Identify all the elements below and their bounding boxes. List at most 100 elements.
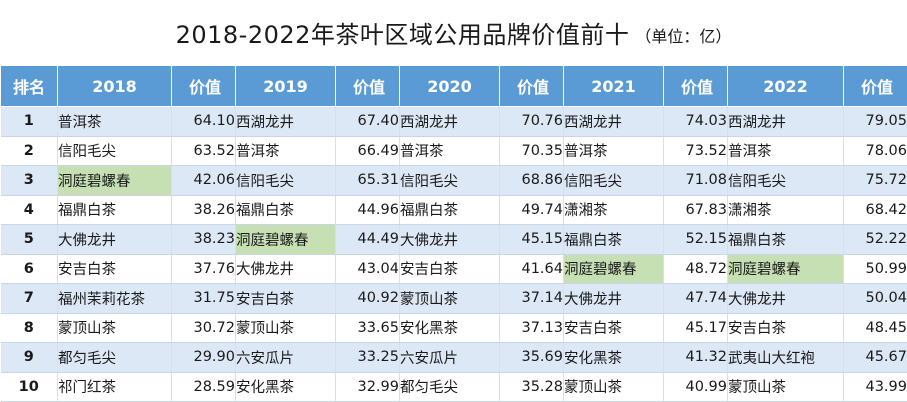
value-cell: 40.92 [336,284,400,314]
brand-cell: 大佛龙井 [564,284,664,314]
value-cell: 40.99 [664,372,728,402]
value-cell: 44.49 [336,225,400,255]
value-cell: 29.90 [172,343,236,373]
brand-cell: 大佛龙井 [728,284,844,314]
header-row: 排名 2018 价值 2019 价值 2020 价值 2021 价值 2022 … [1,66,907,107]
value-cell: 35.28 [500,372,564,402]
value-cell: 48.45 [844,313,907,343]
brand-cell: 福鼎白茶 [58,195,172,225]
value-cell: 49.74 [500,195,564,225]
brand-cell: 信阳毛尖 [400,166,500,196]
brand-cell: 普洱茶 [236,136,336,166]
value-cell: 30.72 [172,313,236,343]
brand-cell: 安吉白茶 [728,313,844,343]
value-cell: 43.04 [336,254,400,284]
brand-cell: 洞庭碧螺春 [728,254,844,284]
value-cell: 70.35 [500,136,564,166]
title-bar: 2018-2022年茶叶区域公用品牌价值前十 （单位：亿） [0,0,907,65]
value-cell: 47.74 [664,284,728,314]
value-cell: 37.13 [500,313,564,343]
header-rank: 排名 [1,66,58,107]
brand-cell: 都匀毛尖 [58,343,172,373]
rank-cell: 3 [1,166,58,196]
value-cell: 67.83 [664,195,728,225]
value-cell: 67.40 [336,107,400,137]
value-cell: 50.99 [844,254,907,284]
header-value: 价值 [844,66,907,107]
brand-cell: 蒙顶山茶 [400,284,500,314]
brand-cell: 信阳毛尖 [58,136,172,166]
value-cell: 41.64 [500,254,564,284]
value-cell: 45.15 [500,225,564,255]
header-year-2019: 2019 [236,66,336,107]
value-cell: 45.17 [664,313,728,343]
brand-cell: 祁门红茶 [58,372,172,402]
brand-cell: 武夷山大红袍 [728,343,844,373]
brand-cell: 福鼎白茶 [236,195,336,225]
value-cell: 35.69 [500,343,564,373]
value-cell: 38.26 [172,195,236,225]
brand-cell: 洞庭碧螺春 [564,254,664,284]
rank-cell: 5 [1,225,58,255]
rank-cell: 9 [1,343,58,373]
value-cell: 41.32 [664,343,728,373]
rank-cell: 8 [1,313,58,343]
brand-cell: 六安瓜片 [236,343,336,373]
value-cell: 52.15 [664,225,728,255]
header-value: 价值 [664,66,728,107]
brand-cell: 安化黑茶 [236,372,336,402]
value-cell: 71.08 [664,166,728,196]
brand-cell: 潇湘茶 [564,195,664,225]
value-cell: 66.49 [336,136,400,166]
value-cell: 68.42 [844,195,907,225]
value-cell: 63.52 [172,136,236,166]
brand-cell: 蒙顶山茶 [728,372,844,402]
value-cell: 70.76 [500,107,564,137]
brand-cell: 蒙顶山茶 [564,372,664,402]
rank-cell: 1 [1,107,58,137]
brand-cell: 福州茉莉花茶 [58,284,172,314]
brand-cell: 安吉白茶 [400,254,500,284]
value-cell: 73.52 [664,136,728,166]
value-cell: 79.05 [844,107,907,137]
unit-label: （单位：亿） [635,23,731,47]
brand-cell: 蒙顶山茶 [236,313,336,343]
value-cell: 52.22 [844,225,907,255]
value-cell: 33.65 [336,313,400,343]
value-cell: 28.59 [172,372,236,402]
brand-cell: 都匀毛尖 [400,372,500,402]
brand-cell: 大佛龙井 [58,225,172,255]
rank-cell: 4 [1,195,58,225]
rank-cell: 10 [1,372,58,402]
value-cell: 44.96 [336,195,400,225]
header-year-2018: 2018 [58,66,172,107]
chart-title: 2018-2022年茶叶区域公用品牌价值前十 [176,15,630,50]
value-cell: 65.31 [336,166,400,196]
value-cell: 74.03 [664,107,728,137]
brand-cell: 西湖龙井 [728,107,844,137]
brand-cell: 福鼎白茶 [564,225,664,255]
value-cell: 33.25 [336,343,400,373]
brand-cell: 六安瓜片 [400,343,500,373]
value-cell: 32.99 [336,372,400,402]
brand-cell: 安化黑茶 [564,343,664,373]
brand-cell: 洞庭碧螺春 [58,166,172,196]
header-year-2021: 2021 [564,66,664,107]
brand-cell: 普洱茶 [58,107,172,137]
brand-cell: 安化黑茶 [400,313,500,343]
brand-cell: 西湖龙井 [564,107,664,137]
rank-cell: 7 [1,284,58,314]
brand-cell: 潇湘茶 [728,195,844,225]
value-cell: 31.75 [172,284,236,314]
brand-cell: 西湖龙井 [400,107,500,137]
value-cell: 45.67 [844,343,907,373]
brand-cell: 普洱茶 [400,136,500,166]
value-cell: 50.04 [844,284,907,314]
